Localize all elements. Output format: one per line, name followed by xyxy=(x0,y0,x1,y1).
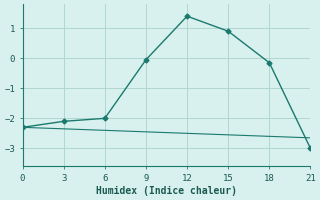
X-axis label: Humidex (Indice chaleur): Humidex (Indice chaleur) xyxy=(96,186,237,196)
